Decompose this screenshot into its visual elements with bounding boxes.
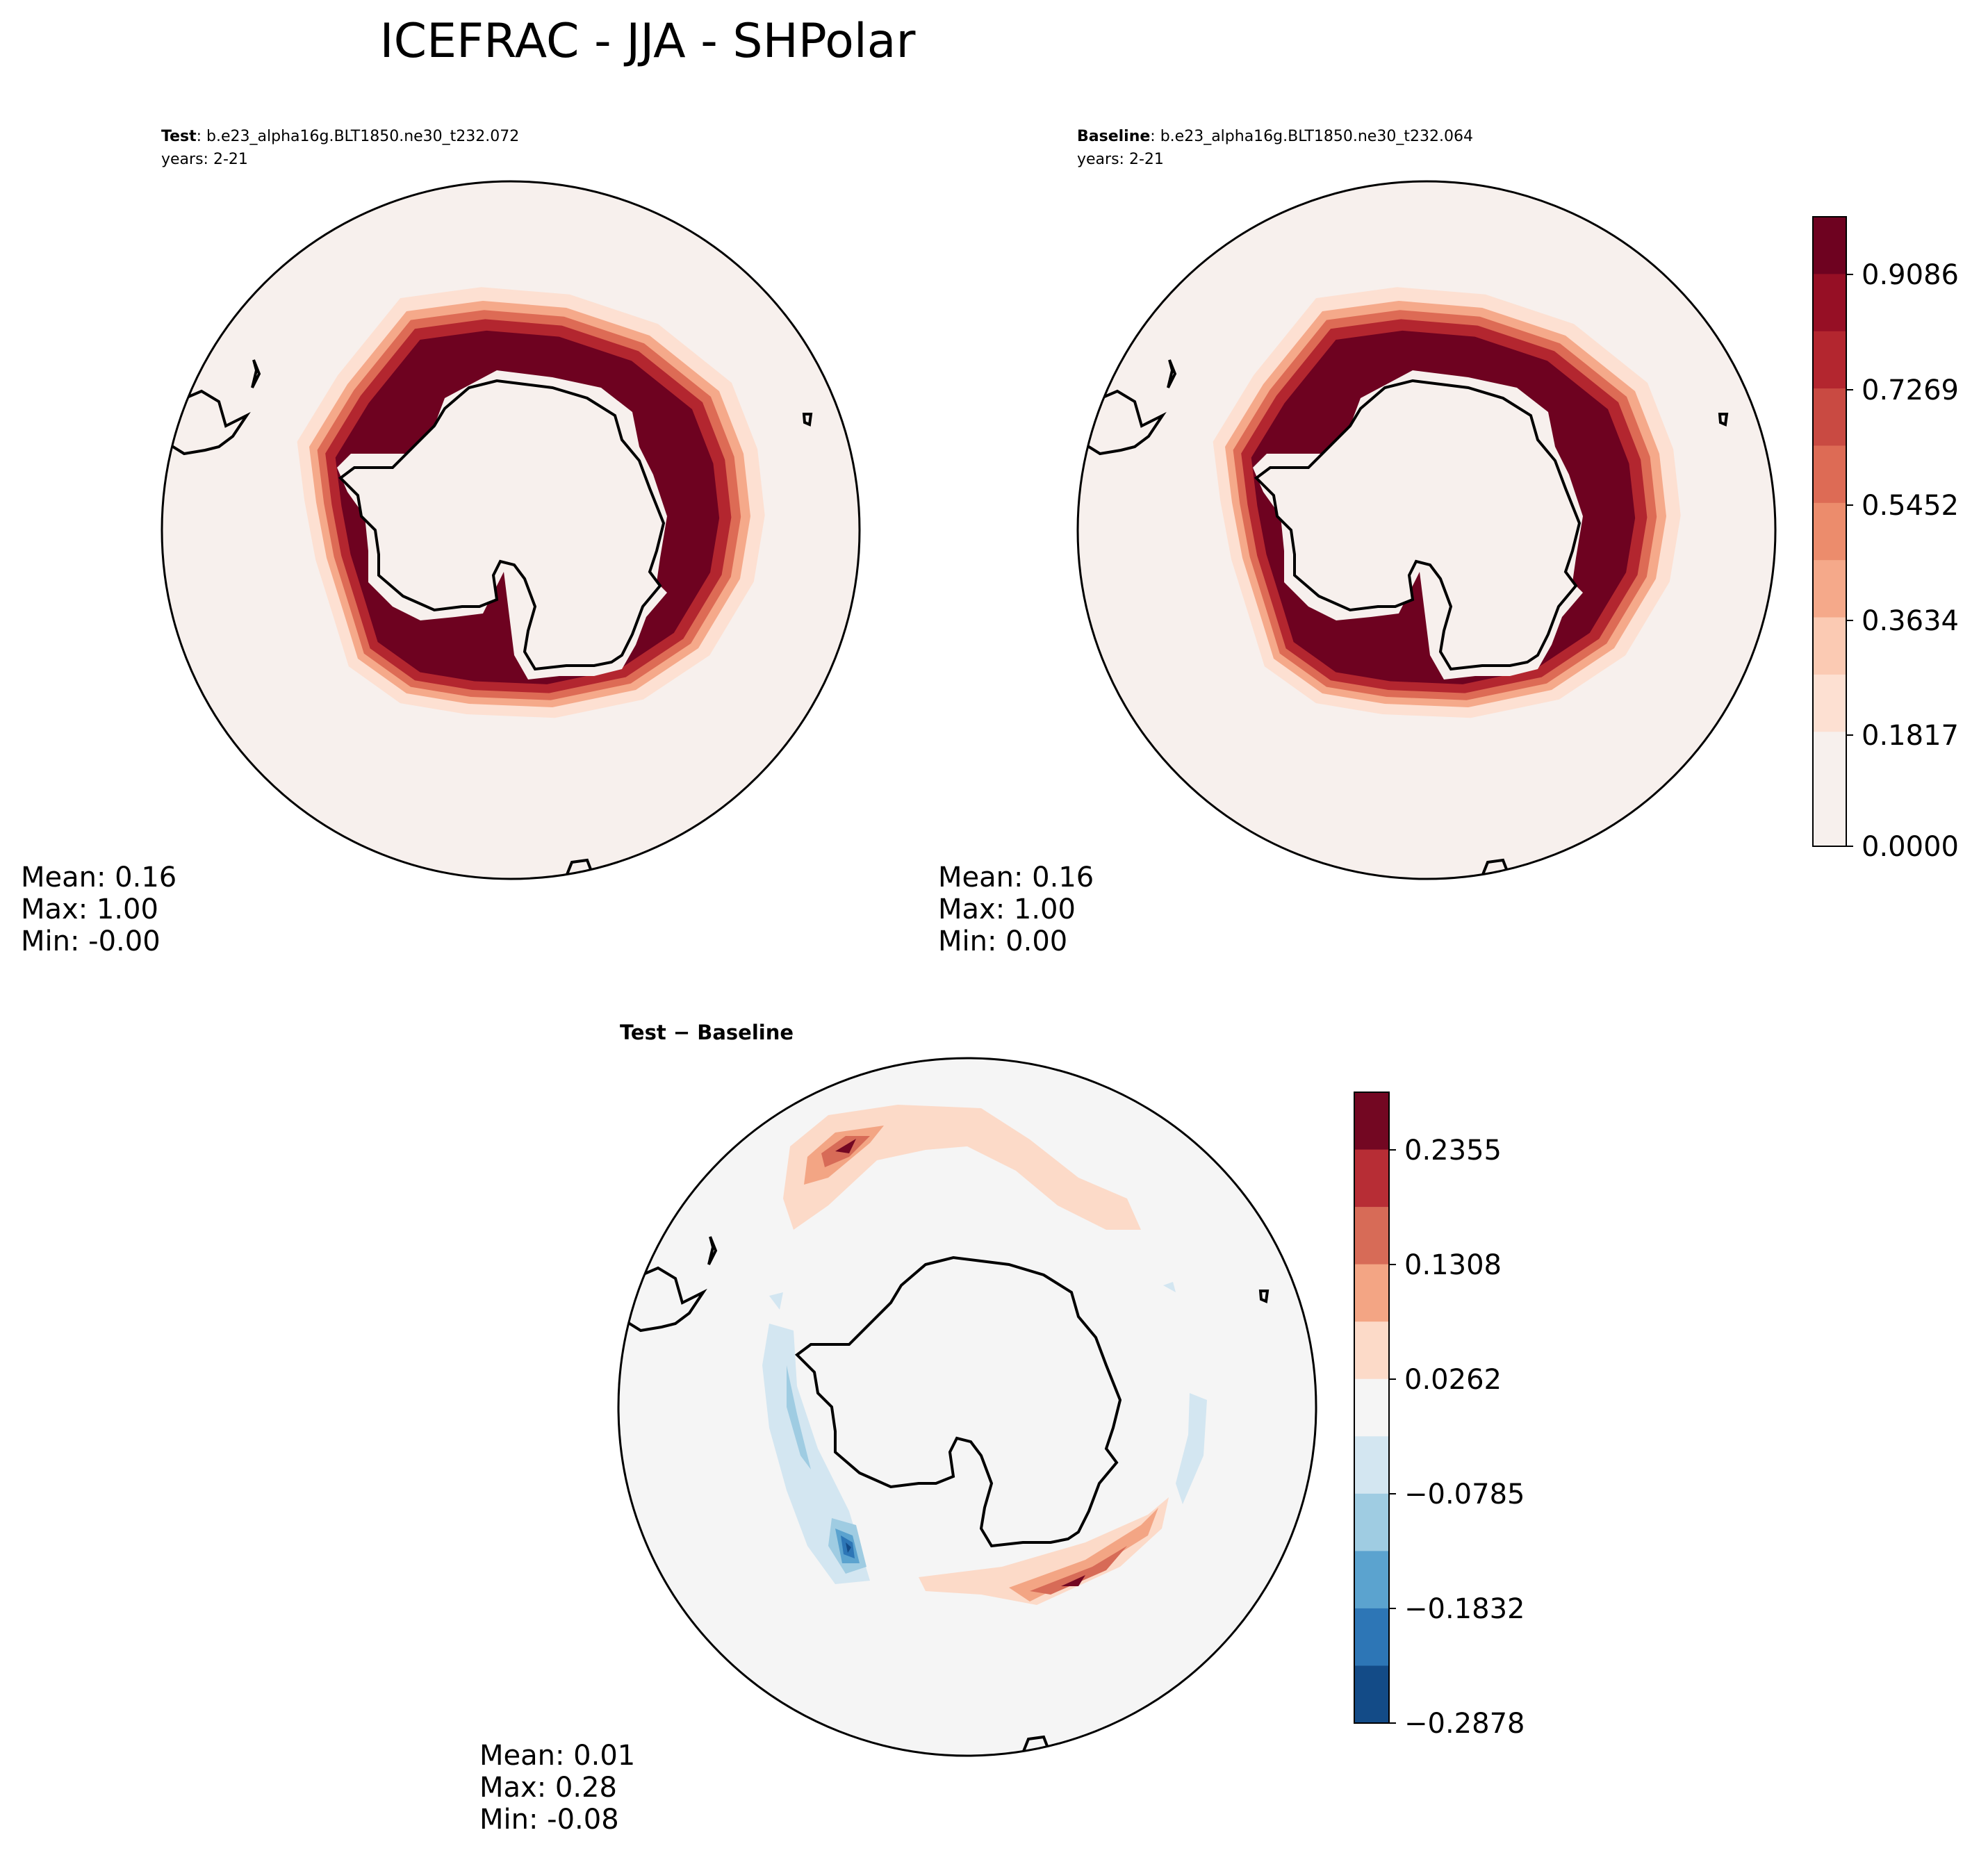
- colorbar-diff-tick-label: −0.0785: [1404, 1479, 1525, 1510]
- panel-test-stats: Mean: 0.16 Max: 1.00 Min: -0.00: [21, 862, 176, 957]
- figure-title: ICEFRAC - JJA - SHPolar: [380, 14, 916, 69]
- panel-baseline-header-bold: Baseline: [1077, 128, 1150, 145]
- colorbar-diff-level: [1354, 1264, 1389, 1322]
- colorbar-main-tick-label: 0.1817: [1862, 720, 1959, 752]
- colorbar-diff-level: [1354, 1608, 1389, 1666]
- stat-mean: Mean: 0.16: [21, 862, 176, 893]
- colorbar-diff-tick-label: −0.2878: [1404, 1708, 1525, 1740]
- colorbar-diff-tick-label: 0.1308: [1404, 1249, 1502, 1281]
- polar-map-difference: [617, 1057, 1317, 1757]
- colorbar-main-tick-label: 0.5452: [1862, 490, 1959, 522]
- colorbar-diff-level: [1354, 1436, 1389, 1494]
- colorbar-diff-level: [1354, 1149, 1389, 1208]
- panel-baseline-header-text: : b.e23_alpha16g.BLT1850.ne30_t232.064: [1150, 128, 1473, 145]
- stat-mean: Mean: 0.01: [479, 1740, 635, 1772]
- colorbar-main-level: [1813, 674, 1846, 732]
- colorbar-diff-tick-label: −0.1832: [1404, 1593, 1525, 1625]
- panel-difference-stats: Mean: 0.01 Max: 0.28 Min: -0.08: [479, 1740, 635, 1836]
- polar-map-test: [161, 180, 861, 880]
- colorbar-main: 0.9086 0.7269 0.5452 0.3634 0.1817 0.0000: [1812, 216, 1959, 863]
- panel-test-years: years: 2-21: [161, 151, 248, 168]
- colorbar-diff-tick-label: 0.0262: [1404, 1364, 1502, 1396]
- stat-mean: Mean: 0.16: [938, 862, 1094, 893]
- colorbar-diff-level: [1354, 1092, 1389, 1151]
- colorbar-diff-level: [1354, 1551, 1389, 1609]
- colorbar-main-level: [1813, 732, 1846, 790]
- stat-min: Min: -0.00: [21, 925, 161, 957]
- colorbar-main-tick-label: 0.3634: [1862, 605, 1959, 637]
- panel-difference: Test − Baseline: [479, 1021, 1317, 1836]
- colorbar-main-level: [1813, 274, 1846, 332]
- colorbar-main-tick-label: 0.9086: [1862, 259, 1959, 291]
- colorbar-main-level: [1813, 217, 1846, 274]
- panel-test-header-text: : b.e23_alpha16g.BLT1850.ne30_t232.072: [197, 128, 520, 145]
- panel-difference-header: Test − Baseline: [620, 1021, 794, 1044]
- colorbar-main-tick-label: 0.0000: [1862, 831, 1959, 863]
- panel-test-header-bold: Test: [161, 128, 197, 145]
- panel-test-header: Test: b.e23_alpha16g.BLT1850.ne30_t232.0…: [161, 128, 519, 145]
- panel-test: Test: b.e23_alpha16g.BLT1850.ne30_t232.0…: [21, 128, 861, 957]
- colorbar-diff-level: [1354, 1378, 1389, 1437]
- colorbar-diff-level: [1354, 1493, 1389, 1551]
- colorbar-diff-level: [1354, 1321, 1389, 1380]
- stat-max: Max: 1.00: [21, 893, 158, 925]
- stat-min: Min: 0.00: [938, 925, 1067, 957]
- polar-map-baseline: [1076, 180, 1777, 880]
- panel-baseline-stats: Mean: 0.16 Max: 1.00 Min: 0.00: [938, 862, 1094, 957]
- colorbar-main-tick-label: 0.7269: [1862, 374, 1959, 406]
- colorbar-main-level: [1813, 617, 1846, 675]
- colorbar-main-level: [1813, 789, 1846, 847]
- colorbar-difference: 0.2355 0.1308 0.0262 −0.0785 −0.1832 −0.2878: [1354, 1092, 1525, 1740]
- stat-max: Max: 0.28: [479, 1772, 617, 1804]
- colorbar-diff-level: [1354, 1207, 1389, 1265]
- panel-baseline: Baseline: b.e23_alpha16g.BLT1850.ne30_t2…: [938, 128, 1777, 957]
- colorbar-main-level: [1813, 445, 1846, 504]
- stat-max: Max: 1.00: [938, 893, 1076, 925]
- colorbar-main-level: [1813, 502, 1846, 561]
- colorbar-diff-level: [1354, 1665, 1389, 1724]
- colorbar-diff-tick-label: 0.2355: [1404, 1135, 1502, 1167]
- colorbar-main-level: [1813, 331, 1846, 389]
- colorbar-main-level: [1813, 388, 1846, 446]
- colorbar-main-level: [1813, 560, 1846, 618]
- panel-baseline-years: years: 2-21: [1077, 151, 1164, 168]
- panel-baseline-header: Baseline: b.e23_alpha16g.BLT1850.ne30_t2…: [1077, 128, 1473, 145]
- stat-min: Min: -0.08: [479, 1804, 619, 1836]
